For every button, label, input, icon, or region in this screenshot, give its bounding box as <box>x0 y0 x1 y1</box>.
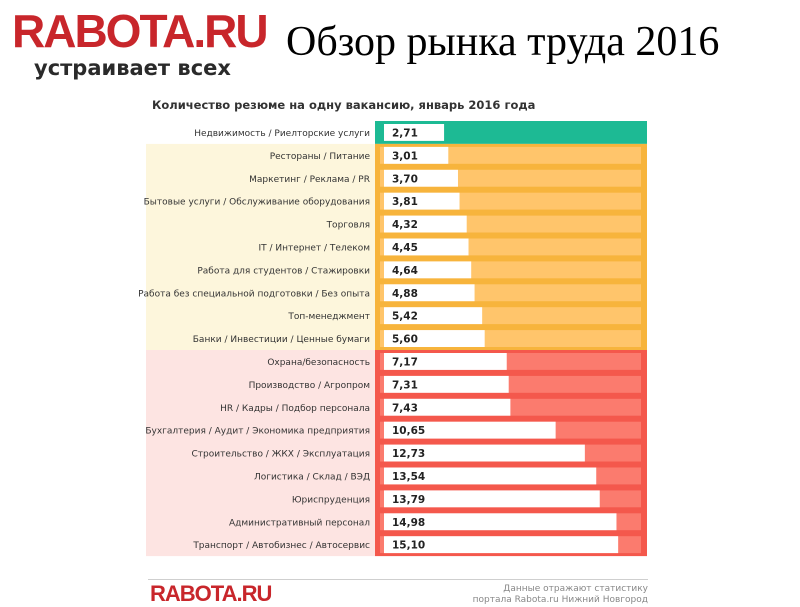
value-label: 2,71 <box>392 127 418 139</box>
bar <box>384 284 475 302</box>
value-label: 12,73 <box>392 448 425 460</box>
value-label: 13,54 <box>392 471 425 483</box>
value-label: 3,01 <box>392 150 418 162</box>
value-label: 7,31 <box>392 379 418 391</box>
value-label: 7,43 <box>392 402 418 414</box>
footer-divider <box>148 579 648 580</box>
red-group-background <box>146 350 375 557</box>
rabota-logo: RABOTA.RU устраивает всех <box>12 5 269 80</box>
category-label: HR / Кадры / Подбор персонала <box>220 404 370 414</box>
category-label: Рестораны / Питание <box>270 152 371 162</box>
value-label: 3,70 <box>392 173 418 185</box>
footer-logo: RABOTA.RU <box>150 581 272 606</box>
value-label: 4,64 <box>392 265 418 277</box>
category-label: Топ-менеджмент <box>287 312 370 322</box>
bar <box>384 353 507 370</box>
value-label: 5,60 <box>392 334 418 346</box>
category-label: Торговля <box>326 221 370 231</box>
value-label: 15,10 <box>392 540 425 552</box>
logo-tagline: устраивает всех <box>34 56 231 80</box>
bar <box>384 467 597 485</box>
category-label: Работа для студентов / Стажировки <box>197 266 370 276</box>
category-label: Строительство / ЖКХ / Эксплуатация <box>192 450 370 460</box>
value-label: 4,88 <box>392 288 418 300</box>
value-label: 4,45 <box>392 242 418 254</box>
value-label: 7,17 <box>392 356 418 368</box>
category-label: Недвижимость / Риелторские услуги <box>194 129 370 139</box>
orange-group-background <box>146 143 375 350</box>
category-label: Транспорт / Автобизнес / Автосервис <box>192 541 370 551</box>
bar <box>384 307 483 325</box>
bar <box>384 490 600 508</box>
bar <box>384 238 469 256</box>
category-label: Работа без специальной подготовки / Без … <box>138 289 370 299</box>
category-label: IT / Интернет / Телеком <box>259 243 371 253</box>
bar <box>384 421 556 439</box>
category-label: Административный персонал <box>229 518 370 528</box>
bar <box>384 444 585 462</box>
category-label: Охрана/безопасность <box>267 358 370 368</box>
bar <box>384 330 485 347</box>
category-label: Юриспруденция <box>292 495 370 505</box>
bar <box>384 536 619 554</box>
value-label: 3,81 <box>392 196 418 208</box>
bar <box>384 398 511 416</box>
value-label: 5,42 <box>392 311 418 323</box>
logo-wordmark: RABOTA.RU <box>12 5 269 57</box>
category-label: Производство / Агропром <box>249 381 370 391</box>
footer-note: Данные отражают статистику порталa Rabot… <box>472 584 648 605</box>
category-label: Банки / Инвестиции / Ценные бумаги <box>193 335 370 345</box>
bar <box>384 215 467 233</box>
value-label: 4,32 <box>392 219 418 231</box>
category-label: Бухгалтерия / Аудит / Экономика предприя… <box>145 427 370 437</box>
bar <box>384 513 617 531</box>
value-label: 10,65 <box>392 425 425 437</box>
bar <box>384 261 472 279</box>
category-label: Логистика / Склад / ВЭД <box>254 472 370 482</box>
bar <box>384 169 458 187</box>
bar <box>384 146 449 164</box>
category-label: Бытовые услуги / Обслуживание оборудован… <box>144 198 370 208</box>
value-label: 14,98 <box>392 517 425 529</box>
bar <box>384 192 460 210</box>
category-label: Маркетинг / Реклама / PR <box>249 175 370 185</box>
chart-title: Количество резюме на одну вакансию, янва… <box>152 98 536 112</box>
slide-title: Обзор рынка труда 2016 <box>286 19 720 65</box>
bar <box>384 124 445 141</box>
bar <box>384 375 509 393</box>
value-label: 13,79 <box>392 494 425 506</box>
